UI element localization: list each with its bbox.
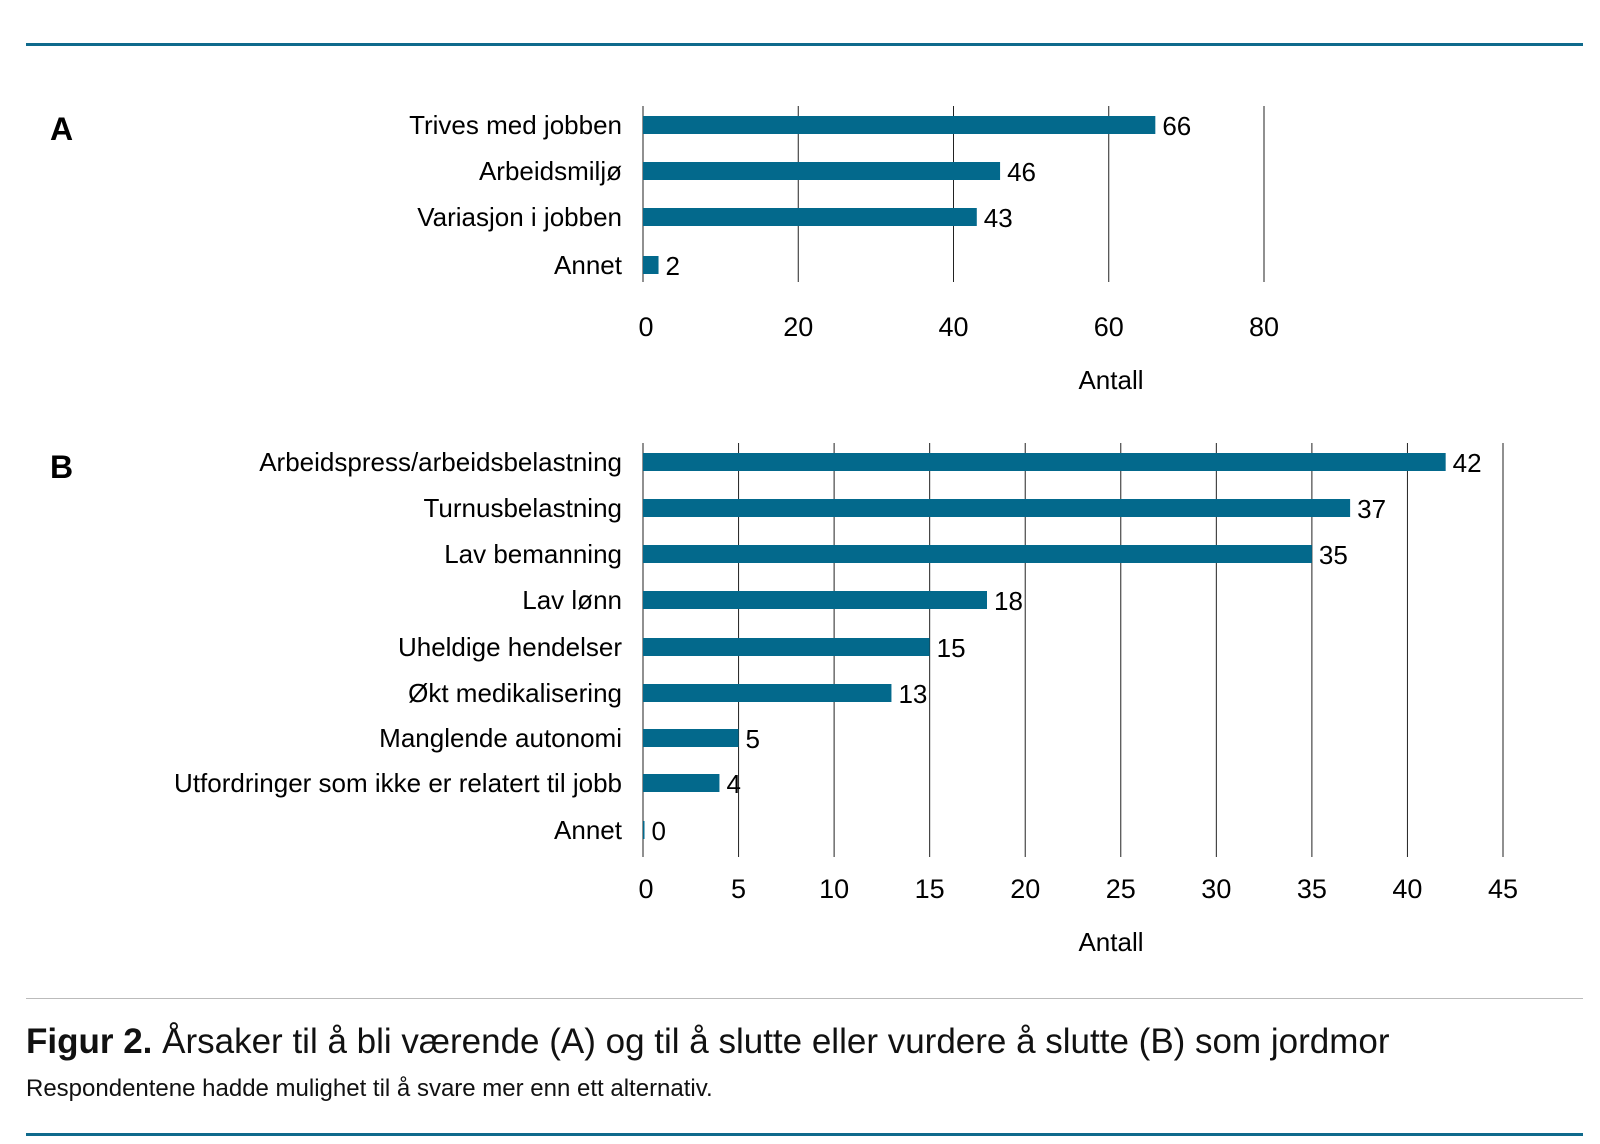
category-label: Lav lønn [522,585,622,615]
data-label: 2 [666,251,680,281]
data-label: 66 [1162,111,1191,141]
data-label: 15 [937,633,966,663]
category-label: Arbeidsmiljø [479,156,622,186]
bar [643,821,645,839]
x-axis-label: Antall [1078,365,1143,395]
x-tick-label: 20 [1010,874,1040,904]
bar [643,638,930,656]
bar [643,116,1156,134]
category-label: Uheldige hendelser [398,632,622,662]
figure-caption-title: Figur 2. Årsaker til å bli værende (A) o… [26,1022,1390,1062]
bar [643,162,1001,180]
category-label: Variasjon i jobben [417,202,622,232]
data-label: 0 [652,816,666,846]
bar [643,591,987,609]
category-label: Annet [554,250,623,280]
data-label: 42 [1453,448,1482,478]
x-tick-label: 40 [1392,874,1422,904]
data-label: 43 [984,203,1013,233]
x-tick-label: 80 [1249,312,1279,342]
x-tick-label: 0 [638,312,653,342]
x-tick-label: 10 [819,874,849,904]
bar [643,545,1312,563]
x-tick-label: 60 [1094,312,1124,342]
data-label: 18 [994,586,1023,616]
panel-label: A [50,111,73,147]
figure-title: Årsaker til å bli værende (A) og til å s… [152,1022,1390,1061]
x-axis-label: Antall [1078,927,1143,957]
caption-divider [26,998,1583,999]
data-label: 35 [1319,540,1348,570]
category-label: Manglende autonomi [379,723,622,753]
category-label: Økt medikalisering [408,678,622,708]
category-label: Arbeidspress/arbeidsbelastning [259,447,622,477]
bar [643,774,720,792]
data-label: 5 [746,724,760,754]
category-label: Trives med jobben [409,110,622,140]
x-tick-label: 45 [1488,874,1518,904]
bar [643,729,739,747]
x-tick-label: 20 [783,312,813,342]
figure-caption-subtitle: Respondentene hadde mulighet til å svare… [26,1075,713,1102]
top-rule [26,43,1583,46]
bottom-rule [26,1133,1583,1136]
x-tick-label: 0 [638,874,653,904]
category-label: Annet [554,815,623,845]
bar [643,684,892,702]
category-label: Turnusbelastning [424,493,623,523]
bar [643,453,1446,471]
data-label: 13 [898,679,927,709]
x-tick-label: 5 [731,874,746,904]
x-tick-label: 40 [938,312,968,342]
data-label: 37 [1357,494,1386,524]
x-tick-label: 30 [1201,874,1231,904]
data-label: 46 [1007,157,1036,187]
x-tick-label: 15 [915,874,945,904]
bar [643,499,1351,517]
category-label: Lav bemanning [444,539,622,569]
bar [643,256,659,274]
x-tick-label: 25 [1106,874,1136,904]
panel-label: B [50,449,73,485]
category-label: Utfordringer som ikke er relatert til jo… [174,768,622,798]
bar [643,208,977,226]
figure-label: Figur 2. [26,1022,153,1061]
x-tick-label: 35 [1297,874,1327,904]
data-label: 4 [726,769,740,799]
